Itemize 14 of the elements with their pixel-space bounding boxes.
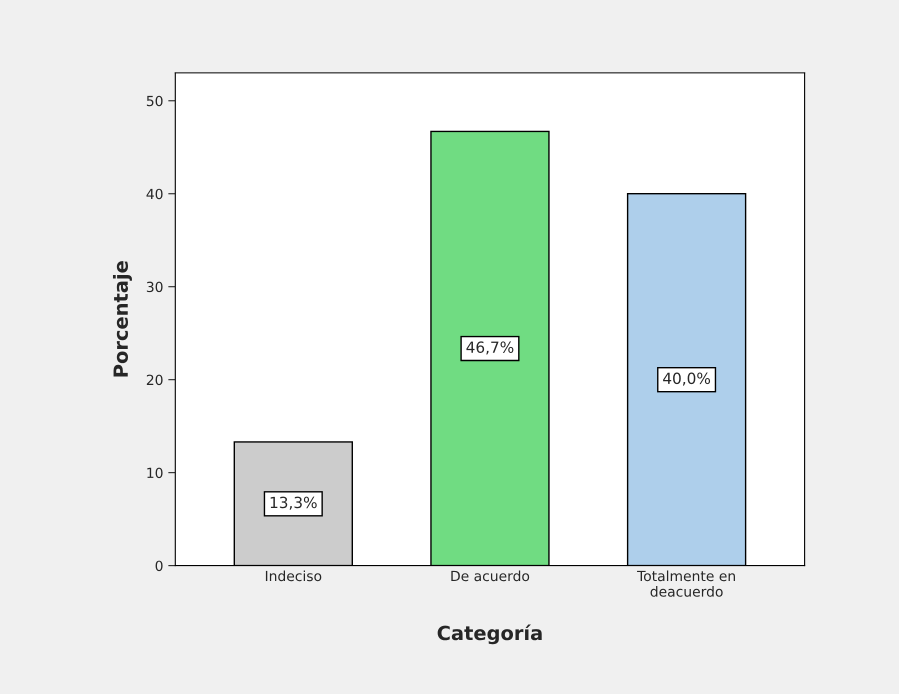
- y-tick-label: 50: [146, 96, 163, 106]
- x-tick-label: Indeciso: [266, 570, 322, 582]
- x-tick-label: De acuerdo: [451, 570, 530, 582]
- y-tick-label: 20: [146, 374, 163, 386]
- x-axis-title: Categoría: [438, 624, 542, 644]
- data-label: 46,7%: [466, 341, 514, 355]
- x-tick-label: Totalmente en deacuerdo: [637, 570, 735, 597]
- y-axis-title: Porcentaje: [112, 261, 132, 376]
- data-label: 13,3%: [270, 496, 317, 510]
- y-tick-label: 40: [146, 188, 163, 200]
- y-tick-label: 10: [147, 468, 163, 478]
- y-tick-label: 0: [156, 560, 163, 572]
- y-tick-label: 30: [146, 282, 163, 292]
- data-label: 40,0%: [663, 372, 710, 386]
